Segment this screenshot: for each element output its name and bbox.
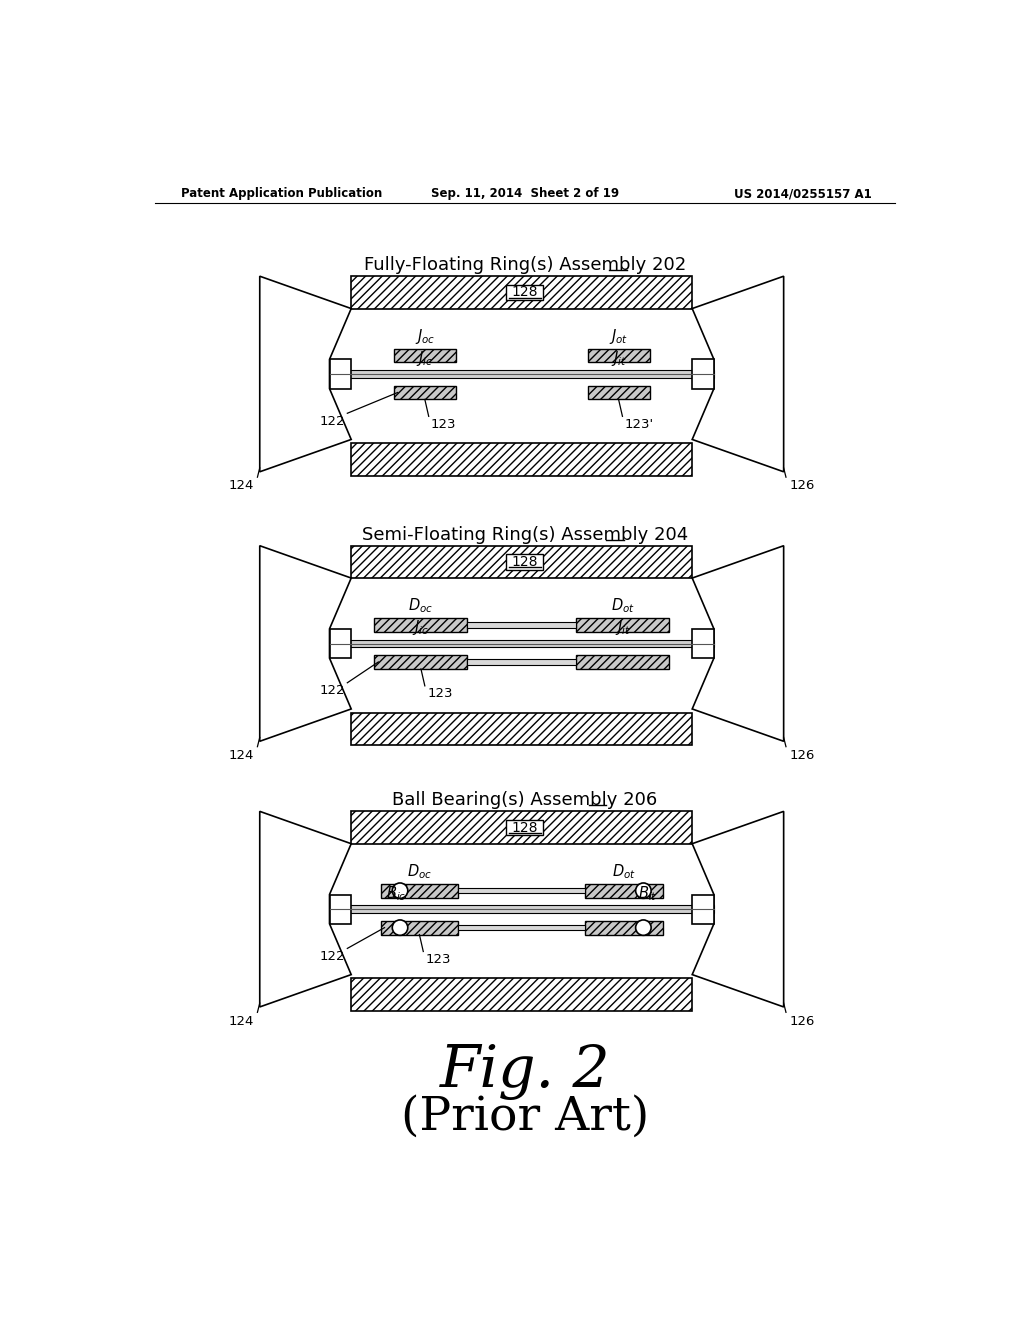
Bar <box>351 276 692 309</box>
Polygon shape <box>692 545 783 742</box>
Bar <box>351 978 692 1011</box>
Text: (Prior Art): (Prior Art) <box>400 1094 649 1139</box>
Text: US 2014/0255157 A1: US 2014/0255157 A1 <box>734 187 872 201</box>
Text: Patent Application Publication: Patent Application Publication <box>180 187 382 201</box>
Bar <box>506 820 544 836</box>
Bar <box>351 444 692 475</box>
Text: Semi-Floating Ring(s) Assembly 204: Semi-Floating Ring(s) Assembly 204 <box>361 525 688 544</box>
Text: Fig. 2: Fig. 2 <box>439 1044 610 1101</box>
Text: 126: 126 <box>790 748 815 762</box>
Bar <box>394 385 456 400</box>
Text: 123: 123 <box>431 418 457 430</box>
Bar <box>394 892 406 898</box>
Circle shape <box>636 883 651 899</box>
Polygon shape <box>260 812 351 1007</box>
Bar <box>330 906 714 913</box>
Bar <box>351 812 692 843</box>
Bar <box>330 640 714 647</box>
Bar <box>330 895 351 924</box>
Text: $J_{oc}$: $J_{oc}$ <box>415 326 435 346</box>
Bar <box>506 554 544 570</box>
Text: 126: 126 <box>790 1015 815 1028</box>
Text: $D_{ot}$: $D_{ot}$ <box>612 862 636 880</box>
Text: 122: 122 <box>319 684 345 697</box>
Text: $B_{it}$: $B_{it}$ <box>638 884 656 903</box>
Bar <box>381 921 458 935</box>
Text: $J_{ic}$: $J_{ic}$ <box>413 618 429 638</box>
Bar <box>467 622 575 628</box>
Text: 124: 124 <box>228 479 254 492</box>
Text: 128: 128 <box>512 821 538 834</box>
Text: 128: 128 <box>512 285 538 300</box>
Circle shape <box>392 883 408 899</box>
Bar <box>692 359 714 388</box>
Bar <box>692 628 714 659</box>
Text: Sep. 11, 2014  Sheet 2 of 19: Sep. 11, 2014 Sheet 2 of 19 <box>431 187 618 201</box>
Bar <box>394 921 406 925</box>
Bar <box>381 884 458 898</box>
Circle shape <box>392 920 408 936</box>
Bar <box>330 628 351 659</box>
Bar <box>588 348 649 363</box>
Bar <box>375 618 467 632</box>
Text: $J_{it}$: $J_{it}$ <box>610 348 627 368</box>
Text: $J_{it}$: $J_{it}$ <box>614 618 631 638</box>
Bar <box>458 925 586 931</box>
Bar <box>394 348 456 363</box>
Bar <box>575 618 669 632</box>
Bar <box>351 713 692 744</box>
Bar <box>575 655 669 669</box>
Bar <box>586 884 663 898</box>
Text: Ball Bearing(s) Assembly 206: Ball Bearing(s) Assembly 206 <box>392 792 657 809</box>
Text: $J_{ot}$: $J_{ot}$ <box>609 326 629 346</box>
Bar <box>692 895 714 924</box>
Circle shape <box>636 920 651 936</box>
Bar <box>375 655 467 669</box>
Polygon shape <box>260 276 351 471</box>
Text: $D_{oc}$: $D_{oc}$ <box>407 862 432 880</box>
Text: 123: 123 <box>427 688 453 701</box>
Text: 122: 122 <box>319 414 345 428</box>
Text: 126: 126 <box>790 479 815 492</box>
Text: Fully-Floating Ring(s) Assembly 202: Fully-Floating Ring(s) Assembly 202 <box>364 256 686 275</box>
Bar <box>458 888 586 894</box>
Text: 128: 128 <box>512 554 538 569</box>
Text: 124: 124 <box>228 748 254 762</box>
Bar <box>506 285 544 300</box>
Polygon shape <box>692 276 783 471</box>
Bar <box>351 545 692 578</box>
Bar <box>638 921 649 925</box>
Text: $B_{ic}$: $B_{ic}$ <box>386 884 407 903</box>
Bar <box>467 659 575 665</box>
Text: 122: 122 <box>319 950 345 964</box>
Bar <box>586 921 663 935</box>
Text: 123: 123 <box>426 953 452 966</box>
Bar <box>638 892 649 898</box>
Text: $D_{oc}$: $D_{oc}$ <box>409 597 433 615</box>
Text: $D_{ot}$: $D_{ot}$ <box>610 597 635 615</box>
Text: 123': 123' <box>625 418 654 430</box>
Polygon shape <box>692 812 783 1007</box>
Bar <box>330 370 714 378</box>
Text: 124: 124 <box>228 1015 254 1028</box>
Bar <box>588 385 649 400</box>
Bar <box>330 359 351 388</box>
Polygon shape <box>260 545 351 742</box>
Text: $J_{ic}$: $J_{ic}$ <box>417 348 433 368</box>
